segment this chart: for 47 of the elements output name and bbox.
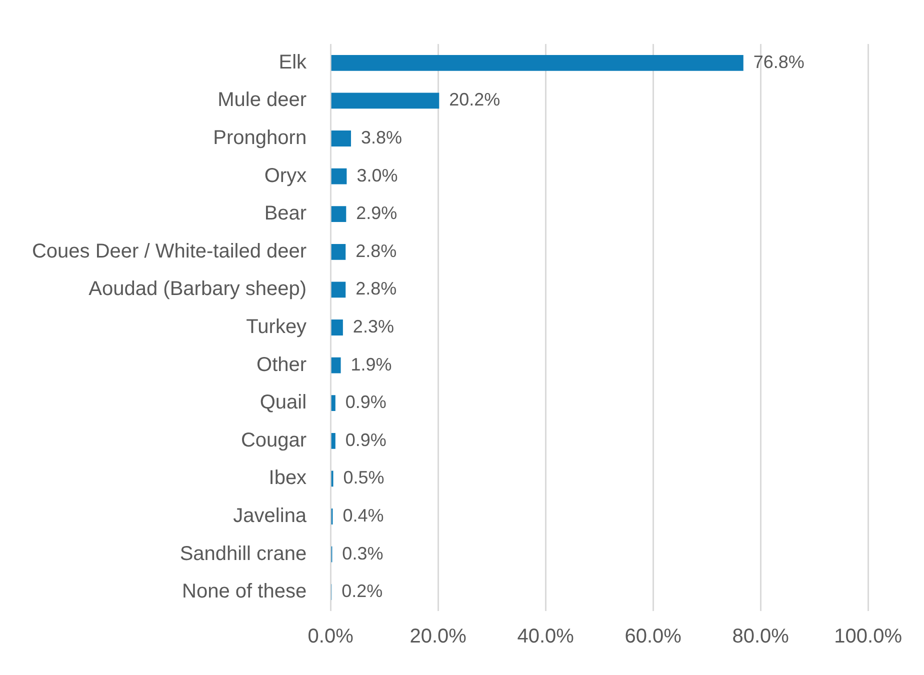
data-label: 0.2% — [342, 581, 383, 602]
data-label: 20.2% — [449, 90, 500, 110]
bar — [331, 54, 744, 71]
bar — [331, 206, 346, 222]
data-label: 2.9% — [356, 203, 398, 224]
data-label: 1.9% — [350, 354, 392, 374]
x-tick-label: 40.0% — [517, 626, 574, 648]
y-tick-label: Bear — [264, 202, 307, 225]
x-tick-label: 80.0% — [732, 626, 790, 648]
y-tick-label: Mule deer — [218, 89, 307, 112]
y-tick-label: Sandhill crane — [180, 542, 307, 565]
data-label: 2.3% — [352, 316, 394, 336]
bar — [331, 320, 343, 336]
data-label: 0.9% — [345, 392, 386, 412]
bar — [331, 357, 341, 374]
y-tick-label: Elk — [278, 51, 308, 74]
data-label: 0.5% — [343, 468, 384, 488]
bar — [331, 244, 346, 260]
data-label: 2.8% — [356, 278, 397, 299]
y-tick-label: Ibex — [268, 467, 307, 490]
y-tick-label: Other — [256, 354, 307, 376]
bar — [331, 432, 336, 449]
data-label: 0.9% — [345, 430, 386, 450]
data-label: 2.8% — [356, 240, 397, 261]
bar — [331, 168, 347, 184]
data-label: 3.8% — [360, 127, 402, 148]
x-tick-label: 100.0% — [834, 626, 902, 648]
x-tick-label: 0.0% — [308, 626, 354, 648]
data-label: 76.8% — [753, 52, 804, 72]
bar — [331, 92, 440, 109]
bar — [331, 130, 351, 146]
y-tick-label: Javelina — [233, 505, 308, 528]
y-tick-label: Aoudad (Barbary sheep) — [88, 278, 307, 300]
data-label: 0.3% — [342, 543, 384, 564]
y-tick-label: Coues Deer / White-tailed deer — [32, 240, 307, 262]
x-tick-label: 20.0% — [410, 626, 467, 648]
data-label: 3.0% — [356, 165, 398, 186]
y-tick-label: Cougar — [240, 429, 307, 452]
y-tick-label: None of these — [182, 580, 307, 603]
bar — [331, 282, 346, 298]
bar — [331, 395, 336, 412]
y-tick-label: Quail — [260, 392, 307, 414]
x-tick-label: 60.0% — [624, 626, 682, 648]
y-tick-label: Pronghorn — [213, 127, 307, 150]
y-tick-label: Turkey — [246, 316, 307, 338]
data-label: 0.4% — [342, 505, 384, 526]
y-tick-label: Oryx — [264, 164, 307, 187]
